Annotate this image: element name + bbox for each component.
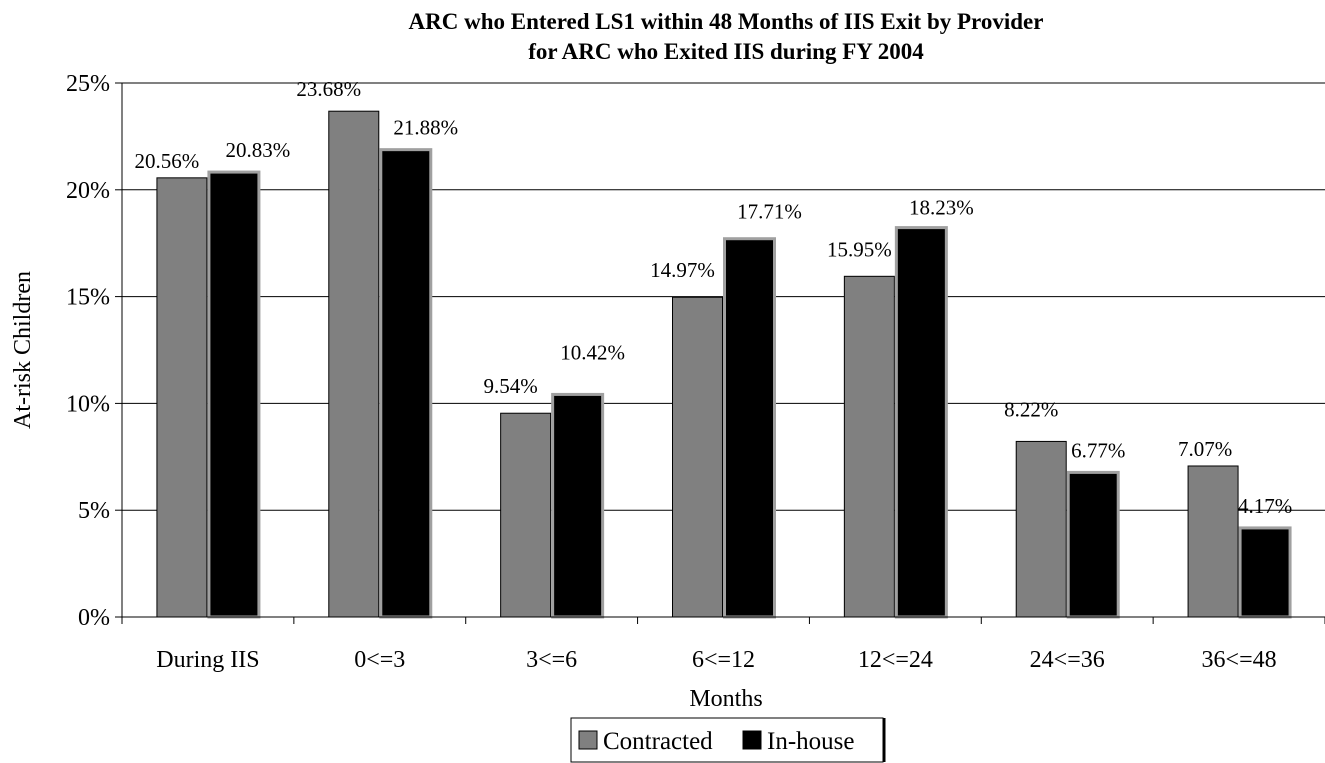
- x-axis-label: Months: [689, 686, 762, 712]
- axes: [115, 82, 1325, 624]
- x-tick-label: 24<=36: [1030, 647, 1105, 673]
- bar-in-house: [1066, 470, 1120, 619]
- y-tick-label: 0%: [78, 605, 110, 631]
- data-label: 15.95%: [827, 237, 892, 261]
- data-label: 17.71%: [737, 200, 802, 224]
- legend-label-in-house: In-house: [767, 728, 854, 755]
- bar-in-house: [207, 170, 261, 619]
- y-tick-labels: 0% 5% 10% 15% 20% 25%: [66, 71, 110, 631]
- data-label: 21.88%: [393, 116, 458, 140]
- y-tick-label: 5%: [78, 498, 110, 524]
- bar-contracted: [1015, 440, 1067, 618]
- bar-contracted: [843, 275, 895, 618]
- x-tick-label: 0<=3: [354, 647, 405, 673]
- y-tick-label: 20%: [66, 178, 110, 204]
- data-label: 9.54%: [484, 374, 538, 398]
- data-label: 23.68%: [296, 77, 361, 101]
- x-tick-label: 36<=48: [1202, 647, 1277, 673]
- data-label: 20.56%: [135, 149, 200, 173]
- x-tick-labels: During IIS 0<=3 3<=6 6<=12 12<=24 24<=36 36<=4…: [156, 647, 1276, 673]
- chart-subtitle: for ARC who Exited IIS during FY 2004: [528, 39, 924, 64]
- data-labels: 20.56% 20.83% 23.68% 21.88% 9.54% 10.42% 14.97…: [135, 77, 1293, 518]
- y-tick-label: 15%: [66, 285, 110, 311]
- bars: [156, 110, 1292, 619]
- legend-swatch-contracted: [578, 730, 598, 750]
- x-tick-label: 6<=12: [692, 647, 755, 673]
- legend-label-contracted: Contracted: [603, 728, 713, 755]
- y-tick-label: 25%: [66, 71, 110, 97]
- bar-contracted: [156, 177, 208, 618]
- bar-in-house: [1238, 526, 1292, 619]
- data-label: 7.07%: [1178, 437, 1232, 461]
- data-label: 14.97%: [650, 258, 715, 282]
- bar-in-house: [551, 392, 605, 619]
- data-label: 4.17%: [1238, 494, 1292, 518]
- x-tick-label: 12<=24: [858, 647, 933, 673]
- bar-contracted: [500, 412, 552, 618]
- data-label: 6.77%: [1071, 438, 1125, 462]
- bar-in-house: [894, 226, 948, 619]
- data-label: 10.42%: [560, 340, 625, 364]
- bar-in-house: [723, 237, 776, 619]
- data-label: 8.22%: [1004, 397, 1058, 421]
- data-label: 18.23%: [909, 196, 974, 220]
- x-tick-label: During IIS: [156, 647, 259, 673]
- y-tick-label: 10%: [66, 391, 110, 417]
- bar-contracted: [1187, 465, 1239, 618]
- bar-contracted: [328, 110, 380, 618]
- bar-contracted: [672, 296, 723, 618]
- chart-title: ARC who Entered LS1 within 48 Months of …: [409, 9, 1044, 34]
- x-tick-label: 3<=6: [526, 647, 577, 673]
- legend-swatch-in-house: [742, 730, 762, 750]
- data-label: 20.83%: [226, 138, 291, 162]
- y-axis-label: At-risk Children: [10, 271, 36, 429]
- bar-in-house: [379, 148, 433, 619]
- legend: Contracted In-house: [570, 717, 886, 763]
